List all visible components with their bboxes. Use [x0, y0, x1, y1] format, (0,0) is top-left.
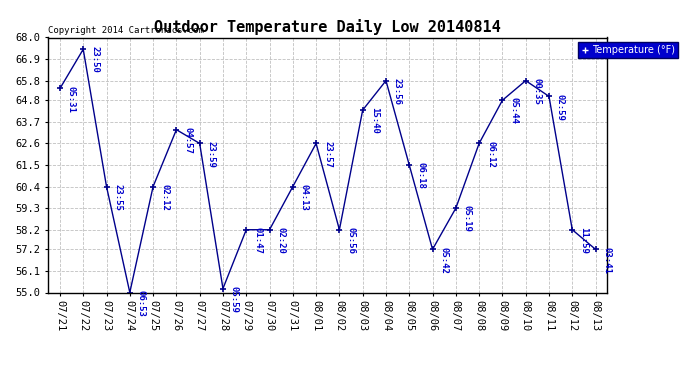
Title: Outdoor Temperature Daily Low 20140814: Outdoor Temperature Daily Low 20140814 [155, 19, 501, 35]
Text: 04:13: 04:13 [299, 184, 308, 211]
Text: 01:47: 01:47 [253, 227, 262, 254]
Text: 02:59: 02:59 [556, 94, 565, 120]
Text: 05:31: 05:31 [67, 86, 76, 112]
Text: 03:41: 03:41 [602, 247, 611, 273]
Text: 05:42: 05:42 [440, 247, 449, 273]
Text: 05:19: 05:19 [463, 206, 472, 232]
Text: 06:12: 06:12 [486, 141, 495, 168]
Text: 02:20: 02:20 [277, 227, 286, 254]
Text: 23:50: 23:50 [90, 46, 99, 74]
Text: 11:59: 11:59 [579, 227, 588, 254]
Text: 02:12: 02:12 [160, 184, 169, 211]
Text: 23:59: 23:59 [206, 141, 215, 168]
Text: 05:59: 05:59 [230, 286, 239, 313]
Text: 00:35: 00:35 [533, 78, 542, 105]
Text: Copyright 2014 Cartronics.com: Copyright 2014 Cartronics.com [48, 26, 204, 35]
Text: 23:56: 23:56 [393, 78, 402, 105]
Text: 23:57: 23:57 [323, 141, 332, 168]
Text: 15:40: 15:40 [370, 107, 379, 134]
Text: 05:44: 05:44 [509, 98, 518, 124]
Text: 06:18: 06:18 [416, 162, 425, 189]
Text: 23:55: 23:55 [113, 184, 122, 211]
Text: 05:56: 05:56 [346, 227, 355, 254]
Text: 06:53: 06:53 [137, 290, 146, 316]
Legend: Temperature (°F): Temperature (°F) [578, 42, 678, 58]
Text: 04:57: 04:57 [184, 127, 193, 154]
